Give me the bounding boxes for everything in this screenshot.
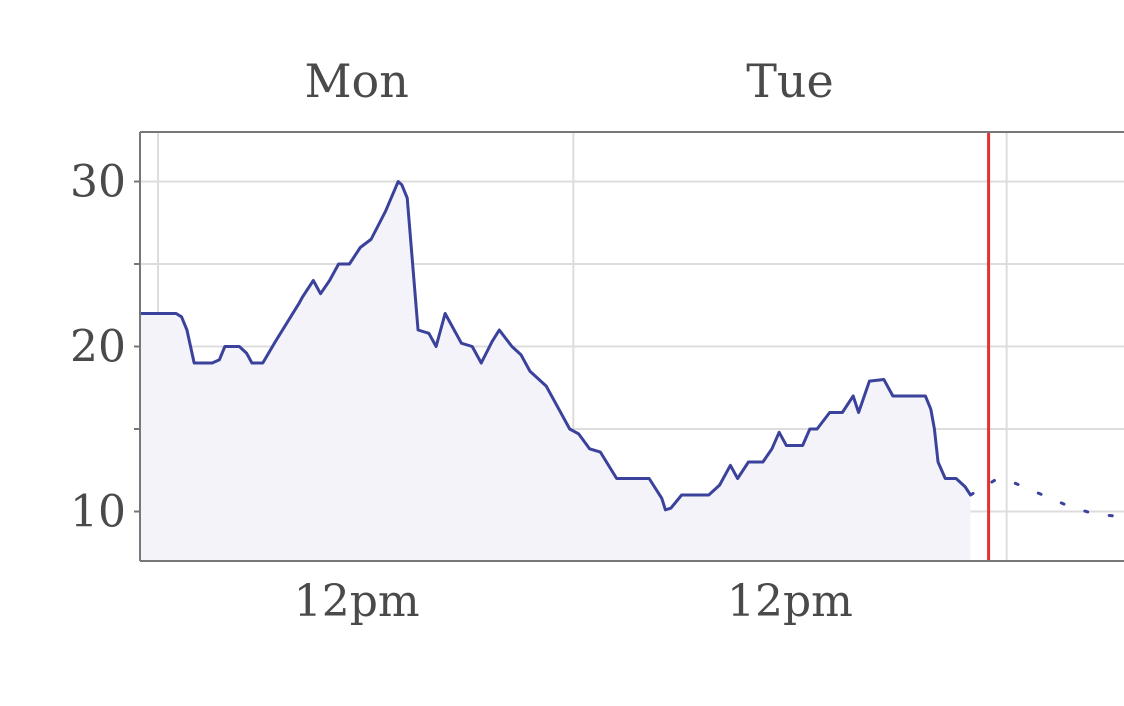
label-layer: 10 20 30 12pm 12pm Mon Tue [70, 54, 853, 627]
y-tick-label: 20 [70, 322, 126, 373]
series-line-observed [140, 180, 972, 512]
x-tick-label: 12pm [727, 576, 853, 627]
day-label: Tue [746, 54, 834, 108]
axis-layer [134, 131, 1124, 562]
line-layer [140, 132, 1124, 561]
area-layer [140, 181, 971, 561]
x-tick-label: 12pm [294, 576, 420, 627]
y-tick-label: 30 [70, 157, 126, 208]
day-label: Mon [304, 54, 408, 108]
area-fill [140, 181, 971, 561]
y-tick-label: 10 [70, 487, 126, 538]
